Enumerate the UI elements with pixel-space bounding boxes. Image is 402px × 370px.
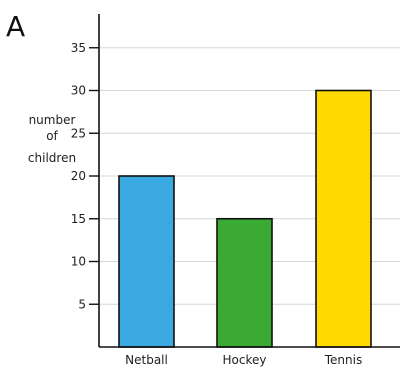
x-category-label: Hockey [223, 353, 267, 367]
bar-hockey [216, 217, 273, 348]
y-tick-label: 30 [71, 84, 86, 98]
bar-tennis [315, 89, 372, 348]
x-category-label: Netball [125, 353, 168, 367]
bars [118, 89, 372, 348]
panel-label: A [6, 10, 25, 43]
x-category-label: Tennis [324, 353, 362, 367]
y-tick-label: 5 [78, 297, 86, 311]
y-axis-ticks: 5 10 15 20 25 30 35 [71, 41, 99, 311]
x-axis-labels: Netball Hockey Tennis [125, 353, 362, 367]
y-tick-label: 10 [71, 255, 86, 269]
bar-netball [118, 175, 175, 348]
y-tick-label: 20 [71, 169, 86, 183]
y-tick-label: 25 [71, 126, 86, 140]
y-axis-label-line-1: number [29, 113, 76, 127]
y-axis-label-line-3: children [28, 151, 76, 165]
y-tick-label: 15 [71, 212, 86, 226]
y-tick-label: 35 [71, 41, 86, 55]
y-axis-label-line-2: of [46, 129, 58, 143]
